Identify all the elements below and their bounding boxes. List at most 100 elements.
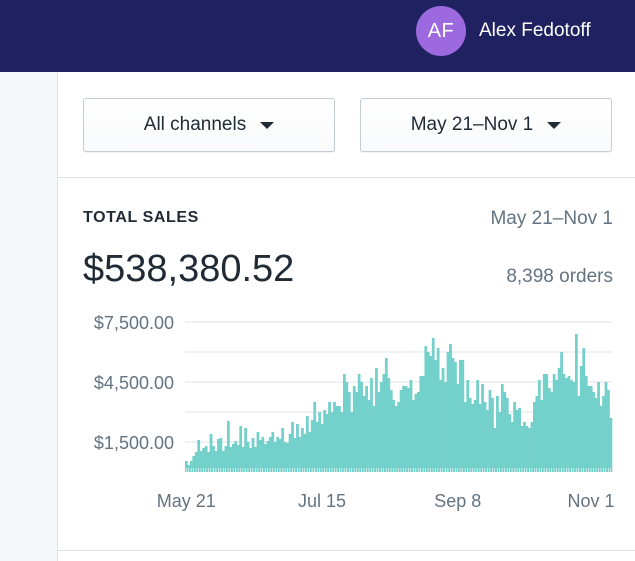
bar bbox=[478, 404, 482, 472]
bar bbox=[271, 432, 275, 472]
x-tick-label: May 21 bbox=[157, 491, 216, 511]
bar bbox=[291, 422, 294, 472]
bar bbox=[379, 382, 383, 472]
bar bbox=[560, 352, 563, 472]
bar bbox=[202, 448, 206, 472]
bar bbox=[577, 396, 581, 472]
bar bbox=[451, 358, 455, 472]
bar bbox=[513, 402, 517, 472]
bar bbox=[412, 400, 415, 472]
bar bbox=[528, 428, 531, 472]
avatar[interactable]: AF bbox=[416, 6, 466, 56]
bar bbox=[495, 396, 499, 472]
date-range-label: May 21–Nov 1 bbox=[410, 114, 534, 135]
bar bbox=[185, 461, 188, 472]
bar bbox=[276, 437, 280, 472]
card-title: TOTAL SALES bbox=[83, 209, 199, 226]
bar bbox=[226, 421, 230, 472]
bar bbox=[542, 374, 546, 472]
bar bbox=[587, 386, 591, 472]
bar bbox=[421, 376, 425, 472]
bar bbox=[518, 408, 521, 472]
bar bbox=[310, 420, 314, 472]
bar bbox=[456, 384, 460, 472]
bar bbox=[197, 440, 201, 472]
bar bbox=[357, 374, 361, 472]
date-range-dropdown[interactable]: May 21–Nov 1 bbox=[360, 98, 612, 152]
bar bbox=[493, 428, 497, 472]
bar bbox=[547, 388, 551, 472]
bar bbox=[419, 376, 423, 472]
bar bbox=[486, 410, 489, 472]
orders-count: 8,398 orders bbox=[506, 266, 613, 287]
bar bbox=[254, 447, 257, 472]
y-axis-labels: $7,500.00 $4,500.00 $1,500.00 bbox=[94, 313, 174, 453]
bar bbox=[417, 392, 420, 472]
bar bbox=[375, 368, 378, 472]
bar bbox=[347, 392, 351, 472]
bar bbox=[574, 334, 578, 472]
bar bbox=[212, 446, 215, 472]
bar bbox=[320, 424, 324, 472]
bar bbox=[231, 444, 235, 472]
bar bbox=[540, 400, 544, 472]
bar bbox=[244, 428, 248, 472]
bar bbox=[217, 439, 220, 472]
bar bbox=[204, 446, 208, 472]
card-date-range: May 21–Nov 1 bbox=[490, 208, 613, 229]
bar bbox=[424, 346, 428, 472]
bar bbox=[426, 352, 430, 472]
bar bbox=[592, 392, 596, 472]
bar bbox=[342, 374, 346, 472]
bar bbox=[266, 441, 270, 472]
bar bbox=[189, 461, 193, 472]
x-tick-label: Sep 8 bbox=[434, 491, 481, 511]
bar bbox=[222, 451, 225, 472]
bar bbox=[365, 386, 368, 472]
bar bbox=[523, 422, 526, 472]
x-axis-labels: May 21 Jul 15 Sep 8 Nov 1 bbox=[157, 491, 615, 511]
bottom-divider bbox=[58, 550, 635, 551]
bar bbox=[352, 386, 356, 472]
bar bbox=[468, 398, 472, 472]
bar bbox=[473, 400, 477, 472]
bar bbox=[315, 422, 319, 472]
bar bbox=[434, 360, 438, 472]
bar bbox=[263, 444, 267, 472]
bar bbox=[562, 374, 566, 472]
bar bbox=[199, 451, 203, 472]
bar bbox=[498, 412, 502, 472]
bar bbox=[604, 382, 608, 472]
user-menu[interactable]: AF Alex Fedotoff bbox=[416, 6, 591, 56]
main-panel: All channels May 21–Nov 1 TOTAL SALES Ma… bbox=[57, 72, 635, 561]
bar bbox=[241, 447, 245, 472]
caret-down-icon bbox=[260, 121, 275, 129]
bar bbox=[436, 348, 440, 472]
bar bbox=[567, 376, 571, 472]
bar bbox=[207, 452, 210, 472]
bar bbox=[530, 422, 534, 472]
bar bbox=[429, 356, 433, 472]
bar bbox=[431, 338, 435, 472]
bar bbox=[236, 445, 240, 472]
bar bbox=[594, 398, 598, 472]
bar bbox=[515, 410, 519, 472]
bar bbox=[219, 438, 223, 472]
bar bbox=[555, 380, 558, 472]
bar bbox=[607, 390, 610, 472]
bar bbox=[599, 406, 603, 472]
user-name[interactable]: Alex Fedotoff bbox=[479, 20, 591, 41]
channel-filter-dropdown[interactable]: All channels bbox=[83, 98, 335, 152]
bar bbox=[458, 360, 462, 472]
bar bbox=[508, 414, 512, 472]
bar bbox=[192, 456, 196, 472]
bar bbox=[565, 378, 568, 472]
bar bbox=[301, 428, 304, 472]
bar bbox=[268, 437, 272, 472]
bar bbox=[328, 402, 331, 472]
bar bbox=[407, 388, 410, 472]
bar bbox=[251, 438, 255, 472]
bar bbox=[370, 378, 373, 472]
bar bbox=[313, 402, 317, 472]
bar bbox=[350, 412, 354, 472]
